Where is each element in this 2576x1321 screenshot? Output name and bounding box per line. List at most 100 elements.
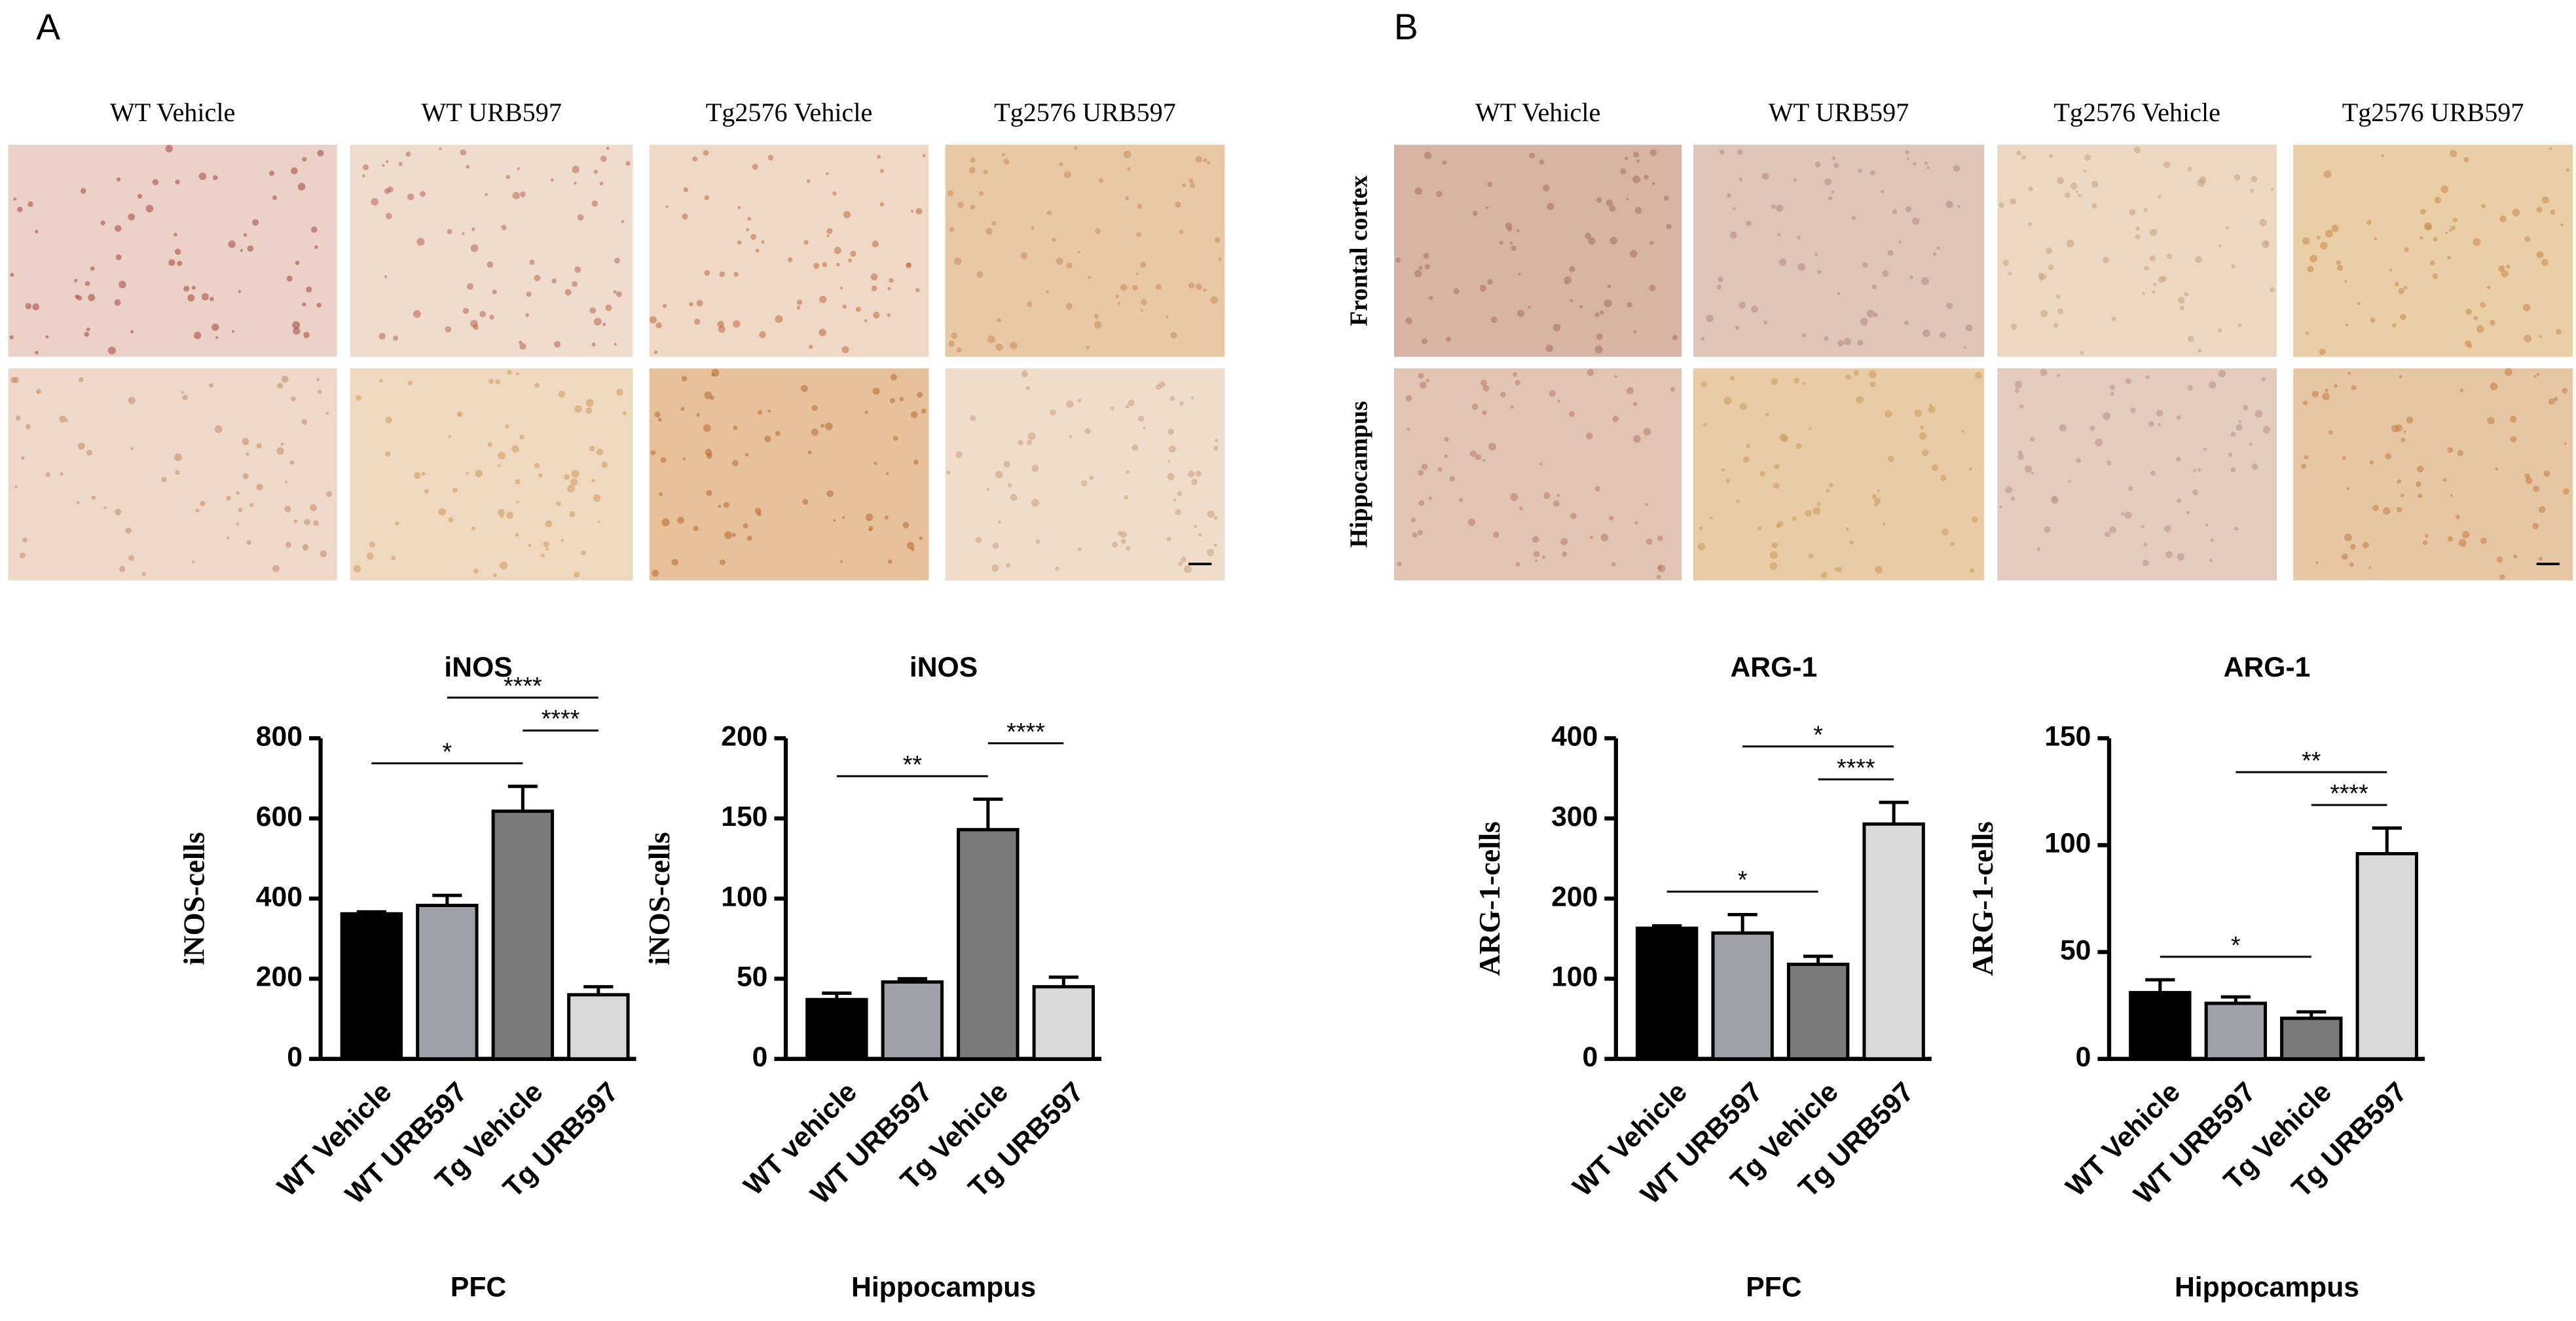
cell-stain	[2450, 494, 2453, 497]
cell-stain	[2262, 426, 2271, 434]
cell-stain	[1516, 229, 1520, 233]
cell-stain	[1564, 282, 1568, 285]
cell-stain	[511, 445, 519, 453]
cell-stain	[719, 271, 725, 277]
cell-stain	[1095, 228, 1101, 234]
cell-stain	[2129, 209, 2136, 215]
cell-stain	[45, 335, 49, 339]
cell-stain	[1535, 559, 1538, 563]
cell-stain	[291, 167, 298, 175]
column-label: Tg2576 URB597	[2342, 98, 2524, 127]
cell-stain	[1941, 528, 1949, 536]
cell-stain	[2142, 291, 2145, 295]
cell-stain	[256, 443, 262, 449]
cell-stain	[1945, 200, 1953, 208]
cell-stain	[832, 191, 837, 196]
cell-stain	[293, 327, 301, 335]
cell-stain	[2392, 323, 2397, 327]
cell-stain	[1120, 530, 1127, 538]
significance-label: *	[1738, 866, 1748, 893]
chart-title: ARG-1	[2224, 652, 2311, 683]
cell-stain	[706, 490, 712, 496]
cell-stain	[2251, 463, 2258, 470]
y-tick-label: 100	[1551, 961, 1598, 993]
cell-stain	[1066, 400, 1074, 408]
cell-stain	[1168, 428, 1175, 436]
cell-stain	[2158, 195, 2162, 198]
cell-stain	[1906, 157, 1909, 160]
cell-stain	[174, 248, 181, 255]
cell-stain	[1885, 410, 1892, 418]
cell-stain	[2510, 436, 2517, 443]
cell-stain	[1120, 538, 1126, 544]
cell-stain	[2186, 510, 2190, 515]
cell-stain	[2401, 437, 2406, 442]
cell-stain	[545, 548, 549, 551]
cell-stain	[2432, 273, 2438, 280]
micrograph-background	[1393, 368, 1682, 581]
cell-stain	[591, 200, 598, 207]
cell-stain	[842, 304, 847, 309]
cell-stain	[658, 492, 663, 496]
cell-stain	[385, 451, 391, 457]
cell-stain	[1125, 196, 1130, 200]
cell-stain	[466, 283, 474, 290]
cell-stain	[407, 193, 414, 200]
cell-stain	[1794, 377, 1800, 384]
cell-stain	[1720, 149, 1725, 155]
cell-stain	[2008, 271, 2012, 276]
cell-stain	[1425, 264, 1431, 270]
cell-stain	[2302, 400, 2308, 406]
cell-stain	[1136, 232, 1141, 237]
cell-stain	[2430, 260, 2435, 266]
cell-stain	[1086, 345, 1090, 350]
cell-stain	[252, 219, 259, 226]
cell-stain	[1912, 217, 1920, 225]
cell-stain	[682, 457, 686, 461]
cell-stain	[525, 313, 530, 318]
column-label: Tg2576 URB597	[994, 98, 1176, 127]
y-tick-label: 200	[256, 961, 303, 993]
column-label: WT Vehicle	[1475, 98, 1600, 127]
cell-stain	[1532, 536, 1539, 543]
cell-stain	[2187, 166, 2192, 172]
cell-stain	[1874, 498, 1881, 505]
cell-stain	[1482, 458, 1486, 462]
cell-stain	[1191, 479, 1198, 485]
cell-stain	[316, 377, 320, 382]
cell-stain	[1776, 204, 1784, 212]
y-tick-label: 400	[1551, 721, 1598, 753]
cell-stain	[2319, 348, 2326, 356]
cell-stain	[2416, 481, 2421, 487]
cell-stain	[2526, 477, 2533, 484]
cell-stain	[1612, 415, 1619, 422]
cell-stain	[1487, 181, 1492, 187]
cell-stain	[2522, 303, 2531, 312]
cell-stain	[231, 330, 235, 333]
cell-stain	[747, 217, 752, 221]
cell-stain	[1445, 337, 1451, 342]
cell-stain	[17, 206, 23, 212]
cell-stain	[2025, 465, 2033, 473]
cell-stain	[737, 206, 741, 210]
cell-stain	[1547, 202, 1555, 210]
cell-stain	[1472, 210, 1478, 216]
cell-stain	[1921, 277, 1929, 286]
cell-stain	[970, 157, 976, 163]
cell-stain	[1898, 240, 1902, 244]
cell-stain	[2158, 276, 2165, 283]
cell-stain	[2259, 219, 2267, 227]
cell-stain	[1482, 410, 1487, 415]
cell-stain	[238, 508, 243, 512]
cell-stain	[910, 210, 914, 213]
cell-stain	[1094, 314, 1099, 319]
significance-label: ****	[1837, 754, 1875, 781]
cell-stain	[953, 257, 962, 265]
cell-stain	[732, 460, 739, 467]
cell-stain	[1972, 516, 1978, 523]
cell-stain	[407, 381, 413, 386]
cell-stain	[976, 271, 984, 278]
cell-stain	[1054, 566, 1059, 571]
micrograph	[350, 144, 633, 357]
cell-stain	[1187, 470, 1195, 478]
